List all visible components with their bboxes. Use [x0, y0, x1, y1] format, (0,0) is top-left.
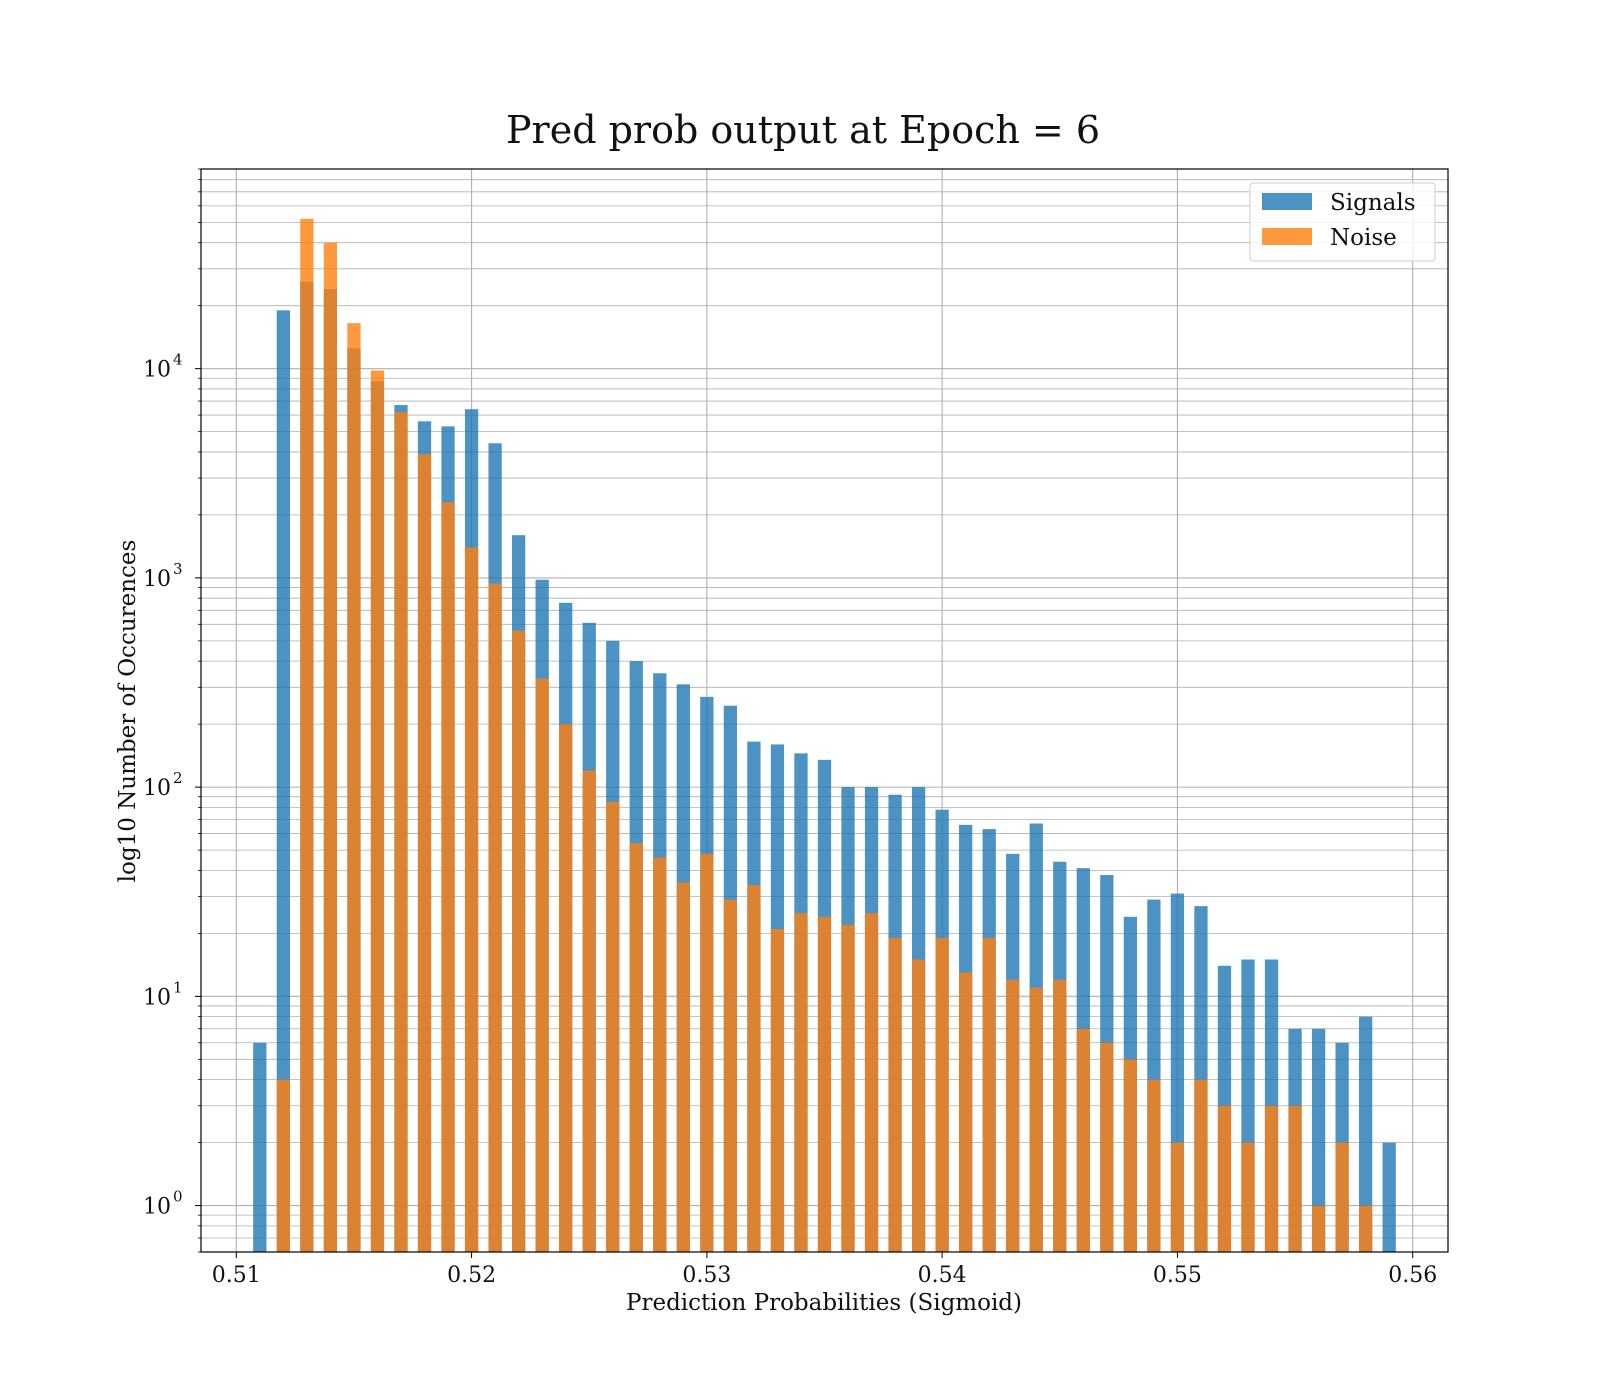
y-tick-label: 10	[143, 358, 171, 383]
bar-noise	[1194, 1079, 1208, 1252]
series-noise	[276, 218, 1373, 1253]
bars	[253, 218, 1396, 1253]
bar-noise	[1335, 1142, 1349, 1252]
x-tick-label: 0.55	[1153, 1263, 1202, 1288]
plot-frame	[200, 168, 1449, 1253]
bar-noise	[606, 801, 620, 1252]
y-tick-exponent: 2	[173, 769, 183, 787]
y-tick-label: 10	[143, 985, 171, 1010]
x-axis-ticks: 0.51 0.52 0.53 0.54 0.55 0.56	[212, 1252, 1437, 1288]
y-tick-exponent: 0	[173, 1188, 183, 1206]
x-tick-label: 0.54	[918, 1263, 967, 1288]
bar-signals	[276, 310, 290, 1252]
legend: Signals Noise	[1249, 182, 1436, 262]
bar-signals	[1311, 1028, 1326, 1252]
bar-noise	[1241, 1142, 1255, 1252]
legend-label-noise: Noise	[1330, 225, 1397, 251]
bar-noise	[323, 242, 338, 1252]
x-tick-label: 0.51	[212, 1263, 261, 1288]
legend-label-signals: Signals	[1330, 190, 1416, 216]
bar-noise	[1217, 1105, 1232, 1252]
x-tick-label: 0.52	[447, 1263, 496, 1288]
bar-noise	[535, 678, 549, 1252]
bar-noise	[582, 770, 596, 1252]
bar-signals	[1359, 1016, 1373, 1252]
bar-noise	[723, 899, 738, 1252]
bar-noise	[488, 583, 502, 1252]
bar-noise	[300, 218, 314, 1253]
bar-noise	[1006, 979, 1020, 1252]
bar-noise	[1170, 1142, 1185, 1252]
y-tick-label: 10	[143, 776, 171, 801]
x-axis-label: Prediction Probabilities (Sigmoid)	[626, 1290, 1022, 1316]
bar-noise	[417, 454, 432, 1253]
bar-noise	[1053, 979, 1067, 1252]
bar-noise	[1076, 1028, 1090, 1252]
bar-noise	[700, 853, 714, 1252]
bar-noise	[794, 913, 808, 1252]
bar-noise	[864, 913, 879, 1252]
bar-noise	[394, 412, 408, 1253]
bar-noise	[676, 882, 690, 1252]
bar-noise	[747, 885, 761, 1252]
y-tick-exponent: 1	[173, 978, 183, 996]
bar-signals	[253, 1042, 267, 1252]
bar-noise	[1288, 1105, 1302, 1252]
bar-signals	[1382, 1142, 1396, 1252]
bar-noise	[347, 323, 361, 1252]
bar-noise	[982, 938, 996, 1252]
y-tick-label: 10	[143, 1195, 171, 1220]
legend-swatch-signals	[1262, 193, 1312, 210]
bar-noise	[911, 959, 926, 1252]
bar-noise	[512, 630, 526, 1252]
bar-noise	[1359, 1205, 1373, 1252]
bar-noise	[841, 924, 855, 1252]
bar-noise	[959, 972, 973, 1252]
bar-noise	[1123, 1059, 1137, 1252]
bar-noise	[1147, 1079, 1161, 1252]
bar-noise	[770, 928, 785, 1252]
chart-title: Pred prob output at Epoch = 6	[506, 108, 1100, 152]
y-tick-label: 10	[143, 567, 171, 592]
bar-noise	[464, 547, 479, 1252]
legend-swatch-noise	[1262, 228, 1312, 245]
bar-noise	[629, 843, 643, 1252]
bar-noise	[1029, 987, 1043, 1252]
y-tick-exponent: 3	[173, 560, 183, 578]
bar-noise	[935, 938, 949, 1252]
bar-noise	[441, 502, 455, 1252]
bar-noise	[559, 724, 573, 1252]
y-tick-exponent: 4	[173, 351, 183, 369]
bar-noise	[276, 1079, 290, 1252]
y-axis-label: log10 Number of Occurences	[115, 540, 141, 883]
bar-noise	[1264, 1105, 1279, 1252]
bar-noise	[370, 370, 385, 1252]
x-tick-label: 0.56	[1388, 1263, 1437, 1288]
bar-noise	[653, 857, 667, 1252]
x-tick-label: 0.53	[682, 1263, 731, 1288]
bar-noise	[817, 916, 832, 1252]
bar-noise	[1100, 1042, 1114, 1252]
bar-noise	[888, 938, 902, 1252]
bar-noise	[1311, 1205, 1326, 1252]
